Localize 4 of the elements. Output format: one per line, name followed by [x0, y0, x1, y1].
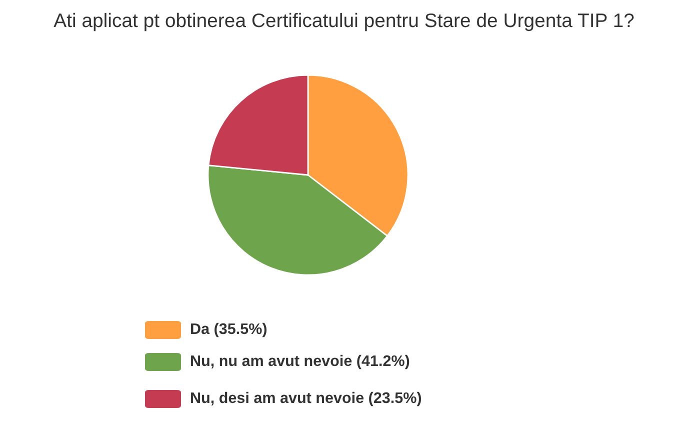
chart-title: Ati aplicat pt obtinerea Certificatului pentru Stare de Urgenta TIP 1? — [54, 12, 634, 32]
legend-label: Nu, desi am avut nevoie (23.5%) — [191, 392, 422, 406]
legend-label: Nu, nu am avut nevoie (41.2%) — [191, 354, 410, 370]
legend-label: Da (35.5%) — [191, 322, 267, 338]
